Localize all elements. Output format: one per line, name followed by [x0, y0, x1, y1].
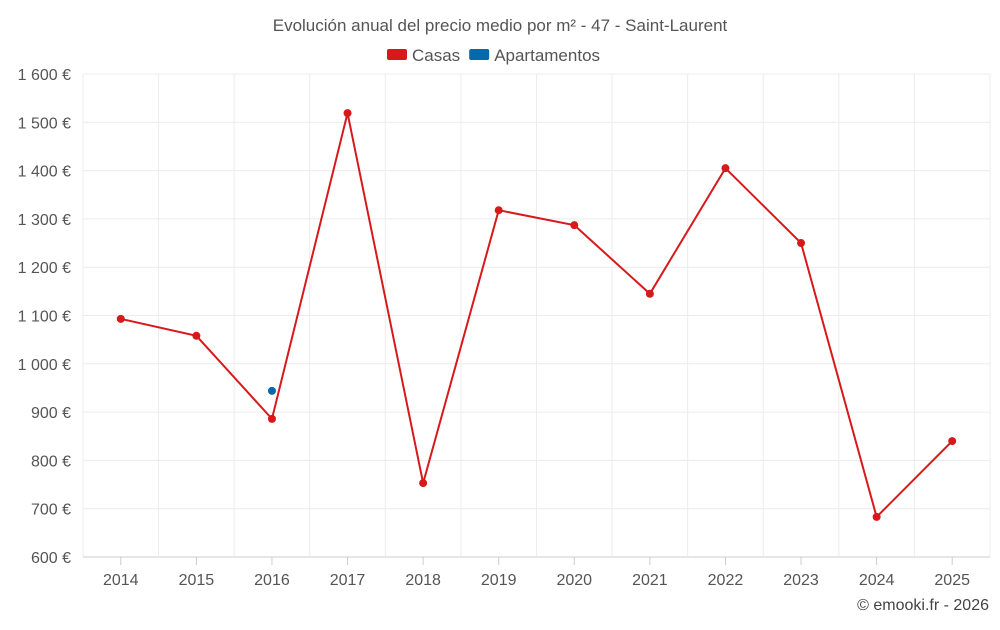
x-axis: 2014 2015 2016 2017 2018 2019 2020 2021 2022 2023… — [103, 557, 970, 589]
data-point-casas — [721, 164, 730, 173]
data-point-casas — [116, 314, 125, 323]
data-point-casas — [192, 331, 201, 340]
y-tick-label: 1 000 € — [18, 357, 71, 374]
data-point-casas — [267, 414, 276, 423]
legend: Casas Apartamentos — [387, 46, 600, 65]
chart-title: Evolución anual del precio medio por m² … — [273, 16, 728, 35]
y-tick-label: 900 € — [31, 405, 71, 422]
x-tick-label: 2018 — [405, 572, 441, 589]
credit: © emooki.fr - 2026 — [857, 597, 989, 614]
y-tick-label: 1 600 € — [18, 67, 71, 84]
x-tick-label: 2023 — [783, 572, 819, 589]
y-tick-label: 1 500 € — [18, 115, 71, 132]
x-tick-label: 2025 — [934, 572, 970, 589]
series-layer — [116, 109, 957, 521]
y-tick-label: 1 100 € — [18, 309, 71, 326]
x-tick-label: 2024 — [859, 572, 895, 589]
y-tick-label: 800 € — [31, 453, 71, 470]
x-tick-label: 2017 — [330, 572, 366, 589]
y-tick-label: 1 200 € — [18, 260, 71, 277]
x-tick-label: 2021 — [632, 572, 668, 589]
data-point-casas — [494, 206, 503, 215]
data-point-casas — [570, 221, 579, 230]
grid — [82, 73, 991, 558]
data-point-casas — [797, 239, 806, 248]
data-point-casas — [343, 109, 352, 118]
y-axis: 600 € 700 € 800 € 900 € 1 000 € 1 100 € 1 200 … — [18, 67, 71, 567]
x-tick-label: 2019 — [481, 572, 517, 589]
x-tick-label: 2015 — [179, 572, 215, 589]
y-tick-label: 1 400 € — [18, 164, 71, 181]
y-tick-label: 700 € — [31, 502, 71, 519]
legend-label: Apartamentos — [494, 46, 600, 65]
x-tick-label: 2020 — [556, 572, 592, 589]
data-point-casas — [419, 479, 428, 488]
legend-swatch — [387, 49, 407, 60]
x-tick-label: 2014 — [103, 572, 139, 589]
y-tick-label: 600 € — [31, 550, 71, 567]
series-line-casas — [120, 112, 953, 519]
legend-swatch — [469, 49, 490, 60]
y-tick-label: 1 300 € — [18, 212, 71, 229]
x-tick-label: 2022 — [708, 572, 744, 589]
x-tick-label: 2016 — [254, 572, 290, 589]
legend-label: Casas — [412, 46, 460, 65]
data-point-apartamentos — [267, 386, 276, 395]
data-point-casas — [645, 289, 654, 298]
data-point-casas — [872, 512, 881, 521]
data-point-casas — [948, 437, 957, 446]
